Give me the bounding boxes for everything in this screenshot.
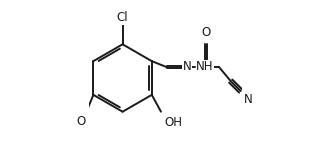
Text: OH: OH xyxy=(165,116,183,129)
Text: NH: NH xyxy=(196,61,214,73)
Text: O: O xyxy=(76,115,86,128)
Text: N: N xyxy=(183,61,192,73)
Text: Cl: Cl xyxy=(117,11,128,24)
Text: O: O xyxy=(202,26,211,39)
Text: N: N xyxy=(243,93,252,106)
